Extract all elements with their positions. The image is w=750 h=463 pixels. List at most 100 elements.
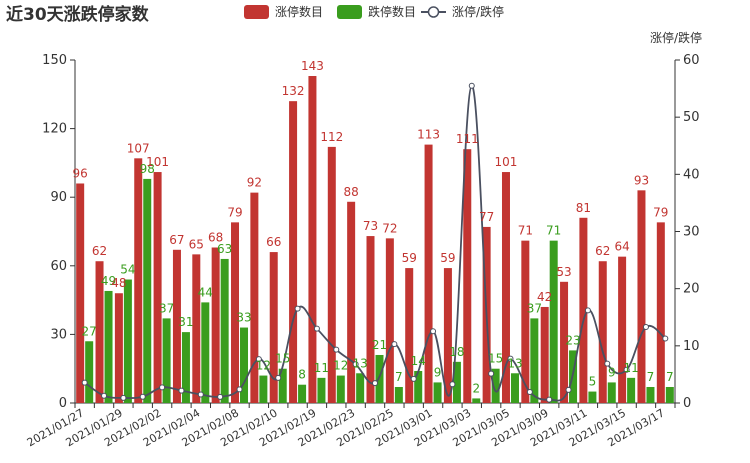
legend-item-limit-down[interactable]: 跌停数目 <box>337 4 416 19</box>
bar-limit-down[interactable] <box>491 368 500 403</box>
ratio-point[interactable] <box>526 389 533 396</box>
bar-limit-up[interactable] <box>308 76 317 404</box>
ratio-point[interactable] <box>255 356 262 363</box>
data-label-limit-down: 7 <box>395 370 403 384</box>
ratio-point[interactable] <box>662 335 669 342</box>
bar-limit-up[interactable] <box>424 144 433 403</box>
ratio-point[interactable] <box>430 328 437 335</box>
ratio-point[interactable] <box>313 325 320 332</box>
bar-limit-down[interactable] <box>298 384 307 403</box>
bar-limit-down[interactable] <box>259 375 268 403</box>
bar-limit-down[interactable] <box>201 302 210 403</box>
bar-limit-down[interactable] <box>375 354 384 403</box>
bar-limit-up[interactable] <box>637 190 646 403</box>
data-label-limit-up: 101 <box>495 155 518 169</box>
bar-limit-up[interactable] <box>347 201 356 403</box>
bar-limit-up[interactable] <box>366 236 375 403</box>
ratio-point[interactable] <box>217 393 224 400</box>
bar-limit-down[interactable] <box>549 240 558 403</box>
bar-limit-down[interactable] <box>472 398 481 403</box>
data-label-limit-up: 62 <box>92 244 107 258</box>
bar-limit-up[interactable] <box>250 192 259 403</box>
bar-limit-down[interactable] <box>85 341 94 403</box>
bar-limit-up[interactable] <box>656 222 665 403</box>
ratio-point[interactable] <box>449 381 456 388</box>
bar-limit-up[interactable] <box>211 247 220 403</box>
bar-limit-down[interactable] <box>181 332 190 403</box>
bar-limit-down[interactable] <box>162 318 171 403</box>
ratio-point[interactable] <box>623 366 630 373</box>
bar-limit-down[interactable] <box>665 386 674 403</box>
bar-limit-down[interactable] <box>510 373 519 403</box>
bar-limit-down[interactable] <box>530 318 539 403</box>
legend-item-ratio[interactable]: 涨停/跌停 <box>421 4 504 19</box>
bar-limit-up[interactable] <box>443 268 452 403</box>
bar-limit-down[interactable] <box>317 377 326 403</box>
bar-limit-down[interactable] <box>452 361 461 403</box>
ratio-point[interactable] <box>352 361 359 368</box>
ratio-point[interactable] <box>139 393 146 400</box>
bar-limit-up[interactable] <box>501 172 510 403</box>
bar-limit-up[interactable] <box>172 249 181 403</box>
bar-limit-up[interactable] <box>463 149 472 403</box>
ratio-point[interactable] <box>468 82 475 89</box>
bar-limit-down[interactable] <box>143 178 152 403</box>
y2-tick-label: 30 <box>683 225 700 240</box>
bar-limit-down[interactable] <box>394 386 403 403</box>
ratio-point[interactable] <box>275 374 282 381</box>
bar-limit-down[interactable] <box>588 391 597 403</box>
bar-limit-down[interactable] <box>104 290 113 403</box>
ratio-point[interactable] <box>507 355 514 362</box>
ratio-point[interactable] <box>584 307 591 314</box>
ratio-point[interactable] <box>159 384 166 391</box>
bar-limit-up[interactable] <box>327 146 336 404</box>
bar-limit-up[interactable] <box>114 293 123 403</box>
bar-limit-up[interactable] <box>153 172 162 403</box>
bar-limit-up[interactable] <box>231 222 240 403</box>
ratio-point[interactable] <box>565 386 572 393</box>
bar-limit-down[interactable] <box>414 370 423 403</box>
ratio-point[interactable] <box>333 346 340 353</box>
ratio-point[interactable] <box>197 391 204 398</box>
bar-limit-up[interactable] <box>598 261 607 403</box>
bar-limit-down[interactable] <box>607 382 616 403</box>
bar-limit-down[interactable] <box>123 279 132 403</box>
ratio-point[interactable] <box>410 375 417 382</box>
legend-item-limit-up[interactable]: 涨停数目 <box>244 4 323 19</box>
bar-limit-up[interactable] <box>95 261 104 403</box>
bar-limit-down[interactable] <box>278 368 287 403</box>
bar-limit-up[interactable] <box>521 240 530 403</box>
bar-limit-down[interactable] <box>433 382 442 403</box>
bar-limit-up[interactable] <box>540 306 549 403</box>
bar-limit-up[interactable] <box>76 183 85 403</box>
bar-limit-up[interactable] <box>405 268 414 403</box>
bar-limit-down[interactable] <box>356 373 365 403</box>
bar-limit-down[interactable] <box>336 375 345 403</box>
ratio-point[interactable] <box>642 324 649 331</box>
ratio-point[interactable] <box>236 386 243 393</box>
data-label-limit-down: 33 <box>236 311 251 325</box>
ratio-point[interactable] <box>372 380 378 387</box>
bar-limit-up[interactable] <box>269 252 278 403</box>
bar-limit-down[interactable] <box>220 258 229 403</box>
ratio-point[interactable] <box>488 370 495 377</box>
bar-limit-up[interactable] <box>618 256 627 403</box>
ratio-point[interactable] <box>391 341 398 348</box>
bar-limit-down[interactable] <box>240 327 249 403</box>
bar-limit-down[interactable] <box>627 377 636 403</box>
bar-limit-up[interactable] <box>579 217 588 403</box>
bar-limit-up[interactable] <box>560 281 569 403</box>
ratio-point[interactable] <box>294 305 301 312</box>
ratio-point[interactable] <box>101 392 108 399</box>
bar-limit-down[interactable] <box>646 386 655 403</box>
ratio-point[interactable] <box>604 360 611 367</box>
bar-limit-up[interactable] <box>192 254 201 403</box>
ratio-point[interactable] <box>178 387 185 394</box>
bar-limit-up[interactable] <box>289 101 298 403</box>
ratio-point[interactable] <box>120 394 127 401</box>
ratio-point[interactable] <box>81 379 88 386</box>
ratio-point[interactable] <box>546 396 553 403</box>
bar-limit-up[interactable] <box>385 238 394 403</box>
y-tick-label: 30 <box>50 327 67 342</box>
bar-limit-up[interactable] <box>134 158 143 403</box>
